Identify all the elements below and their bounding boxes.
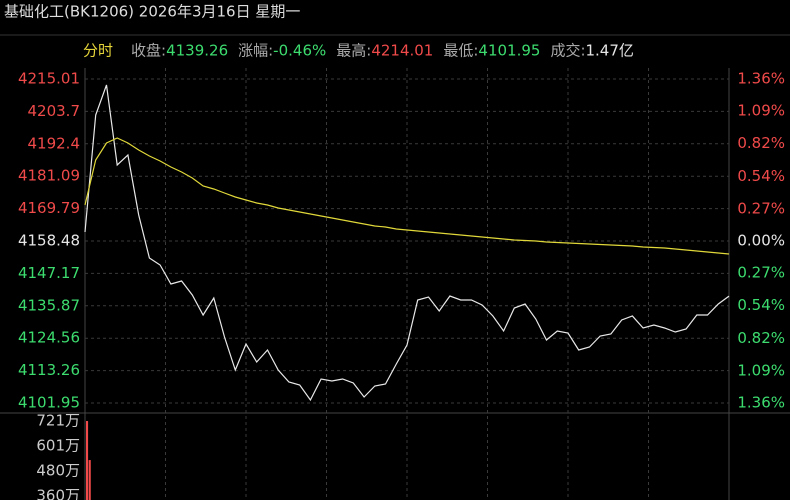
y2-tick-label: 1.36% xyxy=(737,70,785,88)
y2-tick-label: 1.36% xyxy=(737,394,785,412)
y-tick-label: 4113.26 xyxy=(18,361,80,379)
y2-tick-label: 0.00% xyxy=(737,232,785,250)
info-label: 收盘: xyxy=(131,42,166,60)
y-tick-label: 4215.01 xyxy=(18,70,80,88)
volume-tick-label: 480万 xyxy=(36,462,80,480)
price-line xyxy=(84,137,730,255)
y2-tick-label: 1.09% xyxy=(737,361,785,379)
y-tick-label: 4169.79 xyxy=(18,199,80,217)
info-value: 4101.95 xyxy=(478,42,540,60)
volume-bar xyxy=(86,421,89,500)
info-value: 4214.01 xyxy=(371,42,433,60)
y-tick-label: 4158.48 xyxy=(18,232,80,250)
volume-tick-label: 601万 xyxy=(36,436,80,454)
y-tick-label: 4135.87 xyxy=(18,296,80,314)
price-line xyxy=(84,84,730,402)
y2-tick-label: 0.54% xyxy=(737,167,785,185)
info-value: -0.46% xyxy=(273,42,326,60)
volume-tick-label: 360万 xyxy=(36,487,80,500)
info-label: 最低: xyxy=(443,42,478,60)
y-tick-label: 4147.17 xyxy=(18,264,80,282)
volume-bar xyxy=(88,460,91,500)
y-tick-label: 4181.09 xyxy=(18,167,80,185)
y2-tick-label: 0.82% xyxy=(737,329,785,347)
info-label: 涨幅: xyxy=(238,42,273,60)
y-tick-label: 4203.7 xyxy=(28,102,81,120)
y2-tick-label: 0.82% xyxy=(737,134,785,152)
info-value: 4139.26 xyxy=(166,42,228,60)
y2-tick-label: 0.27% xyxy=(737,264,785,282)
info-label: 成交: xyxy=(550,42,585,60)
period-tab[interactable]: 分时 xyxy=(83,42,113,60)
y2-tick-label: 1.09% xyxy=(737,102,785,120)
y-tick-label: 4124.56 xyxy=(18,329,80,347)
title: 基础化工(BK1206) 2026年3月16日 星期一 xyxy=(4,3,300,21)
y-tick-label: 4101.95 xyxy=(18,394,80,412)
info-value: 1.47亿 xyxy=(586,42,634,60)
y-tick-label: 4192.4 xyxy=(28,134,81,152)
info-label: 最高: xyxy=(336,42,371,60)
y2-tick-label: 0.27% xyxy=(737,199,785,217)
y2-tick-label: 0.54% xyxy=(737,296,785,314)
volume-tick-label: 721万 xyxy=(36,412,80,430)
